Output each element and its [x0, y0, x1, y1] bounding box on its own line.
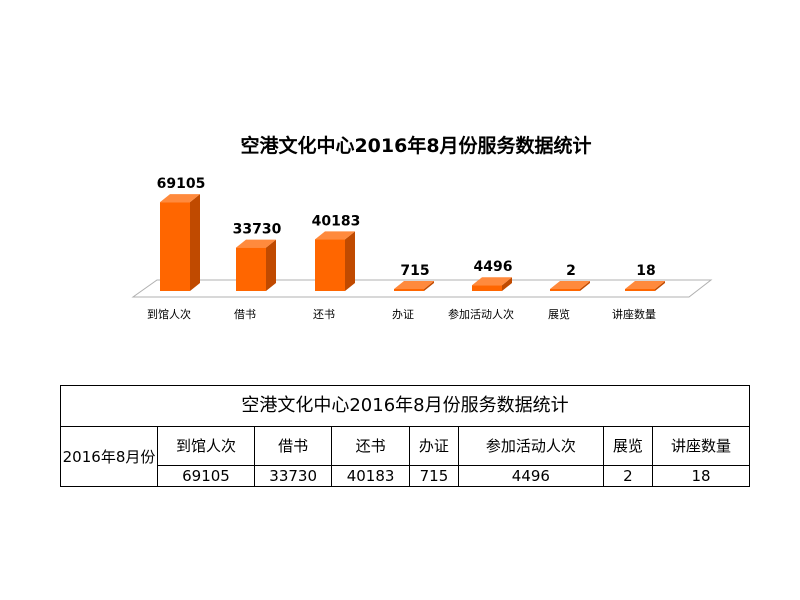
- value-label: 18: [636, 263, 655, 279]
- bar-front: [625, 289, 655, 291]
- value-label: 69105: [157, 176, 206, 192]
- bar-side: [424, 281, 434, 291]
- bar-side: [190, 194, 200, 291]
- bar-top: [315, 231, 355, 240]
- table-header-row: 2016年8月份 到馆人次 借书 还书 办证 参加活动人次 展览 讲座数量: [60, 426, 750, 487]
- value-cell: 715: [408, 465, 460, 487]
- value-cell: 33730: [253, 465, 333, 487]
- bar-side: [266, 239, 276, 291]
- chart-title: 空港文化中心2016年8月份服务数据统计: [240, 134, 591, 157]
- bar-side: [345, 231, 355, 291]
- bar-front: [394, 289, 424, 291]
- category-label: 讲座数量: [612, 307, 656, 321]
- bar-side: [502, 277, 512, 291]
- value-cell: 40183: [331, 465, 410, 487]
- bar-side: [580, 281, 590, 291]
- bar-top: [160, 194, 200, 203]
- bars-layer: 69105 到馆人次 33730 借书 40183 还书 715 办证 4496 参加活动人次 2 展…: [147, 176, 665, 321]
- category-label: 办证: [392, 308, 414, 321]
- category-label: 到馆人次: [147, 307, 191, 321]
- bar-front: [236, 247, 266, 291]
- header-cell: 还书: [331, 426, 410, 466]
- table-title: 空港文化中心2016年8月份服务数据统计: [60, 385, 750, 427]
- bar-side: [655, 281, 665, 291]
- bar-front: [472, 285, 502, 291]
- value-label: 715: [400, 263, 429, 279]
- value-label: 2: [566, 263, 576, 279]
- bar-top: [236, 239, 276, 248]
- bar: [315, 231, 355, 291]
- header-cell: 参加活动人次: [458, 426, 604, 466]
- value-label: 4496: [474, 259, 513, 275]
- value-cell: 2: [602, 465, 654, 487]
- header-cell: 办证: [408, 426, 460, 466]
- bar-top: [625, 281, 665, 289]
- bar-front: [550, 289, 580, 291]
- header-cell: 借书: [253, 426, 333, 466]
- bar: [394, 281, 434, 291]
- value-cell: 4496: [458, 465, 604, 487]
- bar: [625, 281, 665, 291]
- bar-chart: 空港文化中心2016年8月份服务数据统计 69105 到馆人次 33730 借书 401…: [131, 134, 713, 321]
- bar-top: [394, 281, 434, 289]
- bar: [160, 194, 200, 291]
- bar: [472, 277, 512, 291]
- category-label: 参加活动人次: [448, 307, 514, 321]
- bar-front: [160, 202, 190, 291]
- table-title-row: 空港文化中心2016年8月份服务数据统计: [60, 385, 750, 427]
- category-label: 还书: [313, 308, 335, 321]
- category-label: 借书: [234, 308, 256, 321]
- stats-table: 空港文化中心2016年8月份服务数据统计 2016年8月份 到馆人次 借书 还书…: [60, 385, 750, 487]
- bar-front: [315, 239, 345, 291]
- category-label: 展览: [548, 307, 570, 321]
- header-cell: 展览: [602, 426, 654, 466]
- header-cell: 讲座数量: [652, 426, 750, 466]
- value-cell: 18: [652, 465, 750, 487]
- period-cell: 2016年8月份: [60, 426, 158, 487]
- bar: [236, 239, 276, 291]
- header-cell: 到馆人次: [157, 426, 255, 466]
- bar: [550, 281, 590, 291]
- value-label: 40183: [312, 213, 361, 229]
- value-label: 33730: [233, 222, 282, 238]
- bar-top: [550, 281, 590, 289]
- table-value-row: 69105 33730 40183 715 4496 2 18: [61, 465, 750, 487]
- value-cell: 69105: [157, 465, 255, 487]
- bar-top: [472, 277, 512, 286]
